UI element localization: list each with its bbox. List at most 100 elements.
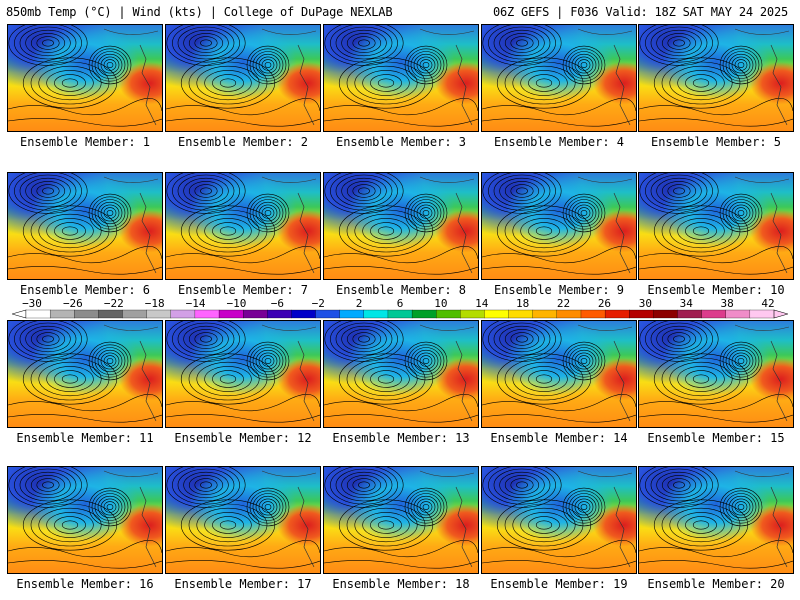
colorbar-tick-label: −30 — [22, 298, 42, 310]
ensemble-member-label: Ensemble Member: 20 — [647, 577, 785, 591]
colorbar-tick-label: 26 — [598, 298, 611, 310]
colorbar-segment — [387, 309, 413, 319]
colorbar-tick-label: −10 — [227, 298, 247, 310]
colorbar-segment — [701, 309, 727, 319]
colorbar-segment — [291, 309, 316, 319]
ensemble-map-panel — [7, 24, 163, 132]
map-image — [8, 173, 162, 279]
colorbar-segment — [749, 309, 775, 319]
colorbar-segment — [363, 309, 389, 319]
colorbar-segment — [218, 309, 244, 319]
colorbar-segment — [339, 309, 365, 319]
colorbar-segment — [460, 309, 485, 319]
colorbar-segment — [604, 309, 630, 319]
ensemble-map-panel — [323, 320, 479, 428]
colorbar-segment — [25, 309, 51, 319]
ensemble-map-panel — [7, 172, 163, 280]
map-image — [166, 321, 320, 427]
map-image — [166, 173, 320, 279]
colorbar-segment — [436, 309, 461, 319]
colorbar-segment — [122, 309, 148, 319]
ensemble-member-label: Ensemble Member: 17 — [174, 577, 312, 591]
map-title: 850mb Temp (°C) | Wind (kts) | College o… — [6, 5, 393, 19]
ensemble-member-label: Ensemble Member: 5 — [650, 135, 782, 149]
map-image — [324, 173, 478, 279]
ensemble-map-panel — [638, 320, 794, 428]
colorbar-segment — [580, 309, 606, 319]
ensemble-map-panel — [323, 466, 479, 574]
ensemble-map-panel — [638, 172, 794, 280]
map-image — [639, 467, 793, 573]
colorbar-tick-label: 14 — [475, 298, 489, 310]
ensemble-member-label: Ensemble Member: 2 — [177, 135, 309, 149]
colorbar-segment — [677, 309, 703, 319]
ensemble-member-label: Ensemble Member: 8 — [335, 283, 467, 297]
colorbar-tick-label: 6 — [397, 298, 404, 310]
colorbar-right-arrow — [773, 309, 788, 319]
colorbar-segment — [315, 309, 341, 319]
ensemble-map-panel — [481, 172, 637, 280]
ensemble-member-label: Ensemble Member: 10 — [647, 283, 785, 297]
colorbar-segment — [170, 309, 196, 319]
colorbar-tick-label: 30 — [639, 298, 652, 310]
ensemble-member-label: Ensemble Member: 1 — [19, 135, 151, 149]
ensemble-map-panel — [638, 24, 794, 132]
map-image — [482, 25, 636, 131]
colorbar-segment — [508, 309, 534, 319]
colorbar-segment — [532, 309, 558, 319]
ensemble-member-label: Ensemble Member: 19 — [490, 577, 628, 591]
run-valid-time: 06Z GEFS | F036 Valid: 18Z SAT MAY 24 20… — [492, 5, 788, 19]
colorbar-segment — [725, 309, 751, 319]
colorbar-tick-label: 38 — [720, 298, 733, 310]
map-image — [8, 321, 162, 427]
ensemble-map-panel — [481, 466, 637, 574]
map-image — [166, 467, 320, 573]
colorbar-left-arrow — [12, 309, 27, 319]
colorbar-tick-label: 18 — [516, 298, 529, 310]
colorbar-tick-label: −18 — [145, 298, 165, 310]
ensemble-map-panel — [165, 24, 321, 132]
ensemble-map-panel — [323, 172, 479, 280]
colorbar-tick-label: −26 — [63, 298, 83, 310]
colorbar-tick-label: 34 — [680, 298, 694, 310]
map-image — [324, 467, 478, 573]
colorbar-segment — [411, 309, 437, 319]
ensemble-member-label: Ensemble Member: 7 — [177, 283, 309, 297]
ensemble-map-panel — [165, 466, 321, 574]
ensemble-map-panel — [165, 320, 321, 428]
colorbar-tick-label: 10 — [434, 298, 447, 310]
colorbar-tick-label: 2 — [356, 298, 363, 310]
colorbar-segment — [556, 309, 582, 319]
map-image — [639, 321, 793, 427]
colorbar-segment — [49, 309, 75, 319]
colorbar-segment — [243, 309, 268, 319]
colorbar-segment — [146, 309, 172, 319]
map-image — [166, 25, 320, 131]
ensemble-member-label: Ensemble Member: 6 — [19, 283, 151, 297]
ensemble-map-panel — [638, 466, 794, 574]
ensemble-map-panel — [481, 24, 637, 132]
colorbar-segment — [267, 309, 292, 319]
colorbar-tick-label: −22 — [104, 298, 124, 310]
ensemble-member-label: Ensemble Member: 9 — [493, 283, 625, 297]
colorbar-segment — [629, 309, 654, 319]
ensemble-member-label: Ensemble Member: 11 — [16, 431, 154, 445]
ensemble-member-label: Ensemble Member: 15 — [647, 431, 785, 445]
colorbar-segment — [653, 309, 678, 319]
ensemble-map-panel — [165, 172, 321, 280]
map-image — [482, 467, 636, 573]
colorbar-tick-label: −2 — [312, 298, 325, 310]
colorbar-tick-label: −6 — [271, 298, 284, 310]
ensemble-member-label: Ensemble Member: 12 — [174, 431, 312, 445]
ensemble-member-label: Ensemble Member: 16 — [16, 577, 154, 591]
colorbar-segment — [484, 309, 510, 319]
colorbar-tick-label: 22 — [557, 298, 570, 310]
colorbar-segment — [74, 309, 99, 319]
map-image — [639, 25, 793, 131]
ensemble-member-label: Ensemble Member: 13 — [332, 431, 470, 445]
temperature-colorbar: −30 −26 −22 −18 −14 −10 −6 −2 2 6 10 14 18 22 26 30 34 38… — [12, 298, 788, 322]
colorbar-segment — [194, 309, 220, 319]
ensemble-member-label: Ensemble Member: 4 — [493, 135, 625, 149]
map-image — [482, 321, 636, 427]
map-image — [8, 467, 162, 573]
